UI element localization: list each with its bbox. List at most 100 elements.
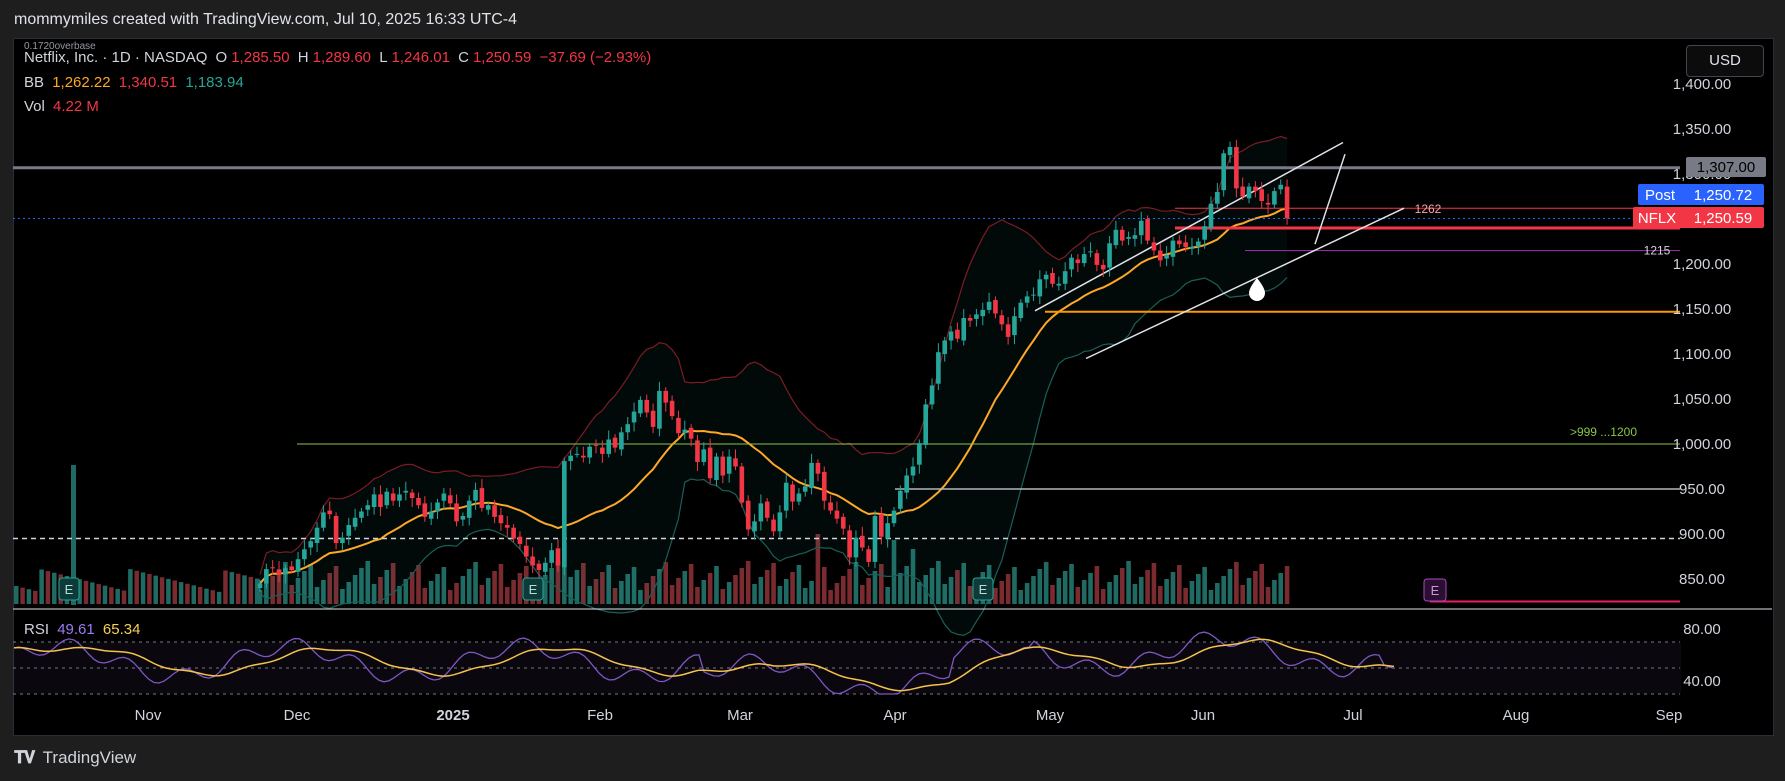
overlay-text: 0.1720overbase xyxy=(24,41,96,52)
candle-body xyxy=(523,545,529,557)
rsi-legend[interactable]: RSI 49.61 65.34 xyxy=(24,621,144,638)
volume-bar xyxy=(1069,564,1074,604)
volume-bar xyxy=(1221,576,1226,604)
trendline xyxy=(1034,141,1344,312)
snapshot-title: mommymiles created with TradingView.com,… xyxy=(14,11,518,28)
candle-body xyxy=(714,456,719,480)
volume-bar xyxy=(504,587,510,604)
vol-label[interactable]: Vol xyxy=(24,98,45,115)
volume-bar xyxy=(96,584,101,604)
candle-body xyxy=(397,494,402,501)
volume-bar xyxy=(204,588,209,604)
tradingview-footer[interactable]: 𝐓𝐕 TradingView xyxy=(14,748,136,768)
volume-bar xyxy=(1196,574,1201,604)
symbol-name[interactable]: Netflix, Inc. · 1D · NASDAQ xyxy=(24,49,208,66)
volume-bar xyxy=(185,583,190,604)
volume-bar xyxy=(235,573,241,604)
vol-legend[interactable]: Vol 4.22 M xyxy=(24,98,103,115)
earnings-marker-icon: E xyxy=(58,577,80,601)
candle-body xyxy=(581,455,586,458)
candle-body xyxy=(333,516,339,543)
volume-bar xyxy=(473,562,478,604)
low-label: L xyxy=(379,49,388,66)
volume-bar xyxy=(783,579,789,604)
y-tick-label: 1,350.00 xyxy=(1673,121,1731,138)
candle-body xyxy=(752,521,757,532)
volume-bar xyxy=(1043,562,1049,604)
volume-bar xyxy=(153,575,158,604)
volume-bars xyxy=(14,465,1290,605)
volume-bar xyxy=(498,564,504,604)
candle-body xyxy=(270,567,275,569)
last-price-symbol: NFLX xyxy=(1638,210,1676,227)
bb-label[interactable]: BB xyxy=(24,74,45,91)
volume-bar xyxy=(45,571,51,604)
candle-body xyxy=(1272,191,1277,205)
y-tick-label: 1,100.00 xyxy=(1673,346,1731,363)
candle-body xyxy=(1132,235,1138,239)
candle-body xyxy=(853,537,859,558)
volume-bar xyxy=(485,578,491,604)
candle-body xyxy=(530,556,535,566)
candle-body xyxy=(790,484,795,502)
candle-body xyxy=(257,583,263,588)
candle-body xyxy=(600,447,605,454)
currency-button[interactable]: USD xyxy=(1686,45,1764,77)
candle-body xyxy=(1284,186,1290,219)
volume-bar xyxy=(422,588,428,604)
volume-bar xyxy=(90,582,95,604)
earnings-marker-letter: E xyxy=(529,582,538,597)
volume-bar xyxy=(619,581,624,604)
volume-bar xyxy=(435,574,440,604)
candle-body xyxy=(1050,273,1055,284)
close-label: C xyxy=(458,49,469,66)
candle-body xyxy=(796,493,802,502)
candle-body xyxy=(1088,251,1093,253)
high-label: H xyxy=(297,49,309,66)
volume-bar xyxy=(52,572,57,604)
volume-bar xyxy=(581,563,586,604)
volume-bar xyxy=(676,578,681,604)
volume-bar xyxy=(1215,583,1220,604)
candle-body xyxy=(1234,147,1239,189)
volume-bar xyxy=(745,561,751,604)
dividend-drop-icon xyxy=(1249,278,1265,301)
y-tick-label: 1,000.00 xyxy=(1673,436,1731,453)
volume-bar xyxy=(1119,568,1125,604)
volume-bar xyxy=(879,564,884,604)
volume-bar xyxy=(593,579,599,604)
upcoming-earnings-icon: E xyxy=(1423,578,1447,602)
candle-body xyxy=(834,510,840,519)
bb-legend[interactable]: BB 1,262.22 1,340.51 1,183.94 xyxy=(24,74,248,91)
candle-body xyxy=(359,511,364,518)
volume-bar xyxy=(1081,580,1087,604)
candle-body xyxy=(644,399,650,413)
candle-body xyxy=(1157,250,1163,261)
candle-body xyxy=(695,440,700,462)
candle-body xyxy=(416,498,421,506)
candle-body xyxy=(606,439,611,454)
candle-body xyxy=(745,500,751,530)
bb-upper-value: 1,340.51 xyxy=(118,74,178,91)
volume-bar xyxy=(359,568,364,604)
high-value: 1,289.60 xyxy=(312,49,372,66)
change-value: −37.69 (−2.93%) xyxy=(539,49,652,66)
candle-body xyxy=(1170,240,1176,257)
candle-body xyxy=(1164,255,1169,259)
open-label: O xyxy=(215,49,228,66)
volume-bar xyxy=(669,585,675,604)
volume-bar xyxy=(695,587,700,604)
volume-bar xyxy=(1088,573,1093,604)
candle-body xyxy=(999,315,1005,325)
earnings-marker-letter: E xyxy=(979,582,988,597)
volume-bar xyxy=(809,581,814,604)
candle-body xyxy=(980,309,986,317)
candle-body xyxy=(676,417,681,434)
candle-body xyxy=(777,512,783,532)
candle-body xyxy=(574,453,580,455)
rsi-label[interactable]: RSI xyxy=(24,621,50,638)
post-market-text: Post xyxy=(1645,187,1676,204)
chart-frame[interactable] xyxy=(13,38,1774,736)
